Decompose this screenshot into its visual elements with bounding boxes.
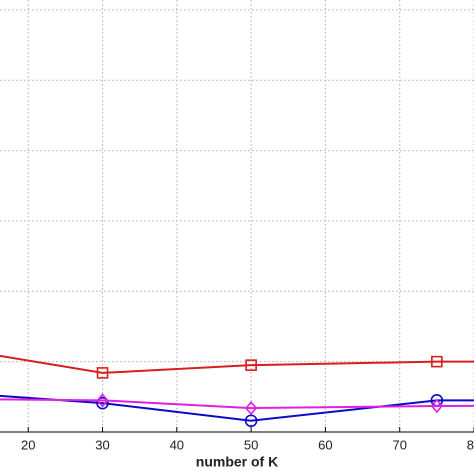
marker <box>96 367 109 379</box>
x-tick-label: 20 <box>21 437 35 452</box>
marker <box>245 359 257 371</box>
marker <box>431 355 443 368</box>
x-tick-label: 60 <box>318 437 332 452</box>
marker <box>96 396 109 410</box>
series-line <box>0 398 474 410</box>
x-tick-label: 30 <box>95 437 109 452</box>
marker <box>430 398 443 414</box>
x-axis-label: number of K <box>196 454 278 470</box>
x-tick-label: 80 <box>467 437 474 452</box>
series-line <box>0 354 474 374</box>
plot-area <box>0 354 474 428</box>
marker <box>245 400 258 416</box>
x-tick-label: 70 <box>392 437 406 452</box>
marker <box>96 393 109 408</box>
x-tick-label: 40 <box>170 437 184 452</box>
x-tick-label: 50 <box>244 437 258 452</box>
